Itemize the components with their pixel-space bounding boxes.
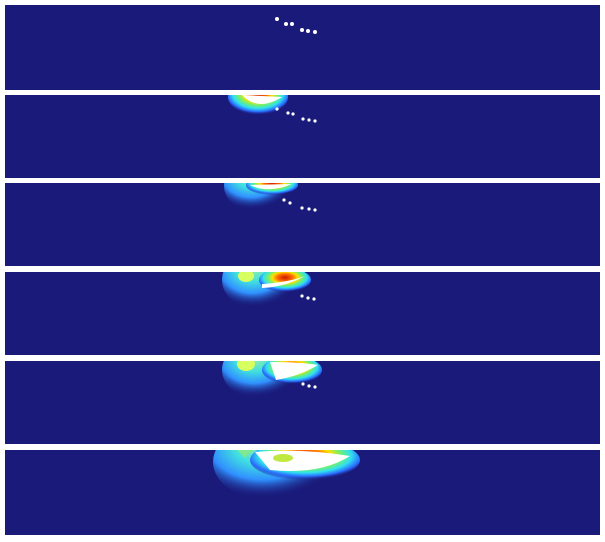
panel-5	[5, 361, 600, 444]
panel-4	[5, 272, 600, 355]
panel-6	[5, 450, 600, 535]
panel-3	[5, 183, 600, 266]
panel-2	[5, 95, 600, 178]
panel-1	[5, 5, 600, 90]
